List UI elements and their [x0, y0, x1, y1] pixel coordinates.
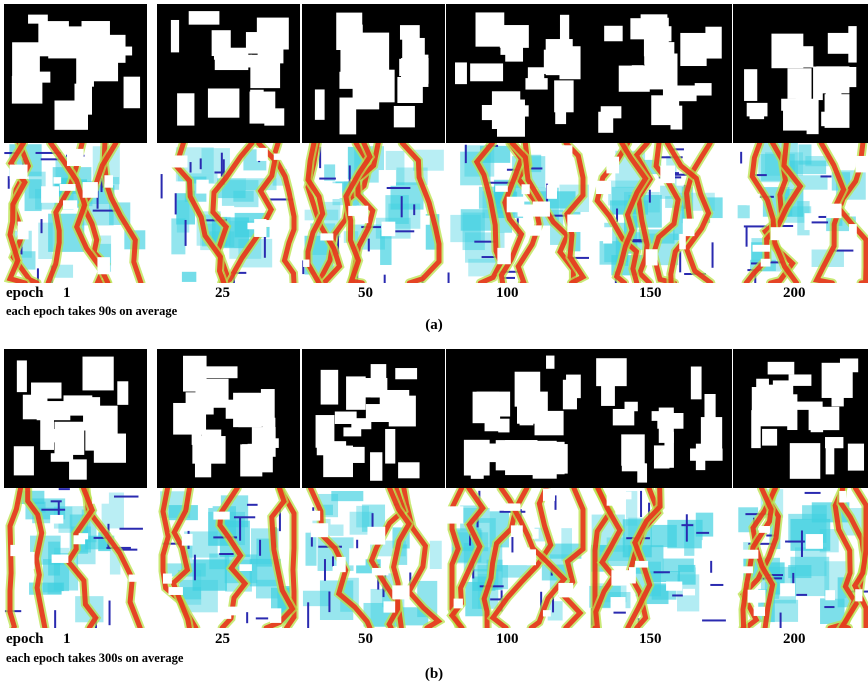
- epoch-value-a-50: 50: [358, 285, 373, 301]
- flowfield-a-epoch-150: [589, 143, 732, 283]
- topology-b-epoch-1: [4, 349, 147, 489]
- figure-image: [737, 4, 868, 144]
- topology-b-epoch-200: [733, 349, 868, 489]
- figure-image: [302, 349, 445, 489]
- topology-a-epoch-100: [446, 4, 589, 144]
- figure-image: [446, 349, 589, 489]
- epoch-value-a-100: 100: [496, 285, 519, 301]
- figure-image: [589, 488, 732, 628]
- panel-a: epoch 1 25 50 100 150 200 each epoch tak…: [0, 0, 868, 340]
- figure-image: [446, 143, 589, 283]
- flowfield-b-epoch-200: [733, 488, 868, 628]
- topology-b-epoch-25: [157, 349, 300, 489]
- flowfield-a-epoch-100: [446, 143, 589, 283]
- figure-image: [737, 488, 868, 628]
- caption-b: (b): [424, 666, 444, 682]
- figure-image: [4, 349, 147, 489]
- epoch-value-a-150: 150: [639, 285, 662, 301]
- flowfield-a-epoch-1: [4, 143, 147, 283]
- epoch-value-b-1: 1: [63, 631, 71, 647]
- panel-b: epoch 1 25 50 100 150 200 each epoch tak…: [0, 345, 868, 688]
- epoch-value-b-150: 150: [639, 631, 662, 647]
- topology-a-epoch-1: [4, 4, 147, 144]
- figure-image: [737, 349, 868, 489]
- figure-image: [589, 143, 732, 283]
- topology-b-epoch-150: [589, 349, 732, 489]
- topology-a-epoch-25: [157, 4, 300, 144]
- figure-image: [589, 4, 732, 144]
- epoch-label-a: epoch: [6, 285, 44, 301]
- flowfield-b-epoch-150: [589, 488, 732, 628]
- figure-image: [302, 143, 445, 283]
- figure-image: [4, 488, 147, 628]
- epoch-value-b-200: 200: [783, 631, 806, 647]
- figure-image: [157, 349, 300, 489]
- flowfield-b-epoch-1: [4, 488, 147, 628]
- figure-image: [157, 4, 300, 144]
- topology-row-b: [0, 349, 868, 489]
- flowfield-row-a: [0, 143, 868, 283]
- flowfield-b-epoch-50: [302, 488, 445, 628]
- epoch-label-b: epoch: [6, 631, 44, 647]
- topology-a-epoch-150: [589, 4, 732, 144]
- figure-image: [302, 4, 445, 144]
- topology-row-a: [0, 4, 868, 144]
- epoch-value-b-100: 100: [496, 631, 519, 647]
- flowfield-b-epoch-25: [157, 488, 300, 628]
- flowfield-a-epoch-25: [157, 143, 300, 283]
- epoch-note-a: each epoch takes 90s on average: [6, 304, 178, 318]
- caption-a: (a): [425, 317, 443, 333]
- figure-image: [446, 488, 589, 628]
- topology-b-epoch-50: [302, 349, 445, 489]
- epoch-value-b-50: 50: [358, 631, 373, 647]
- flowfield-row-b: [0, 488, 868, 628]
- flowfield-b-epoch-100: [446, 488, 589, 628]
- figure-image: [589, 349, 732, 489]
- epoch-note-b: each epoch takes 300s on average: [6, 651, 184, 665]
- topology-a-epoch-200: [733, 4, 868, 144]
- topology-a-epoch-50: [302, 4, 445, 144]
- figure-image: [4, 4, 147, 144]
- figure-image: [446, 4, 589, 144]
- epoch-value-a-200: 200: [783, 285, 806, 301]
- flowfield-a-epoch-200: [733, 143, 868, 283]
- flowfield-a-epoch-50: [302, 143, 445, 283]
- epoch-value-b-25: 25: [215, 631, 230, 647]
- figure-image: [157, 488, 300, 628]
- figure-image: [4, 143, 147, 283]
- epoch-value-a-1: 1: [63, 285, 71, 301]
- figure-image: [157, 143, 300, 283]
- figure-image: [302, 488, 445, 628]
- figure-image: [737, 143, 868, 283]
- topology-b-epoch-100: [446, 349, 589, 489]
- epoch-value-a-25: 25: [215, 285, 230, 301]
